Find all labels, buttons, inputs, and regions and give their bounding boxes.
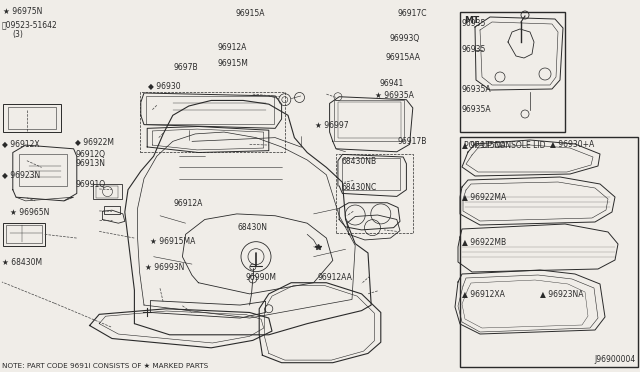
Text: 96935: 96935: [462, 19, 486, 29]
Bar: [146, 96, 274, 124]
Text: 96912Q: 96912Q: [75, 150, 105, 158]
Text: 9697B: 9697B: [173, 64, 198, 73]
Text: 96912A: 96912A: [218, 44, 248, 52]
Text: ★ 96965N: ★ 96965N: [10, 208, 49, 217]
Text: 96917C: 96917C: [398, 10, 428, 19]
Text: ▲ 96922MB: ▲ 96922MB: [462, 237, 506, 247]
Text: 68430NC: 68430NC: [341, 183, 376, 192]
Text: ▲ 96922MA: ▲ 96922MA: [462, 192, 506, 202]
Text: 09523-51642: 09523-51642: [2, 20, 58, 29]
Text: 96941: 96941: [380, 78, 404, 87]
Text: 96935A: 96935A: [462, 106, 492, 115]
Bar: [96, 186, 118, 198]
Bar: [3, 223, 45, 246]
Text: ▲ 96912XA: ▲ 96912XA: [462, 289, 505, 298]
Text: 96912AA: 96912AA: [318, 273, 353, 282]
Text: 96915A: 96915A: [236, 10, 266, 19]
Bar: [140, 92, 285, 152]
Bar: [342, 158, 400, 190]
Text: ★ 96915MA: ★ 96915MA: [150, 237, 195, 246]
Bar: [8, 107, 56, 129]
Text: 96935A: 96935A: [462, 86, 492, 94]
Bar: [6, 225, 42, 243]
Text: ★ 96997: ★ 96997: [315, 121, 349, 129]
Text: ★ 96935A: ★ 96935A: [375, 90, 414, 99]
Text: J96900004: J96900004: [595, 355, 636, 364]
Text: ★ 96975N: ★ 96975N: [3, 6, 42, 16]
Bar: [19, 154, 67, 186]
Bar: [338, 102, 401, 138]
Text: ★ 68430M: ★ 68430M: [2, 257, 42, 266]
Text: ◆ 96930: ◆ 96930: [148, 81, 180, 90]
Text: 96990M: 96990M: [245, 273, 276, 282]
Bar: [93, 184, 122, 199]
Text: NOTE: PART CODE 9691I CONSISTS OF ★ MARKED PARTS
      PART CODE 96921 CONSISTS : NOTE: PART CODE 9691I CONSISTS OF ★ MARK…: [2, 363, 209, 372]
Bar: [460, 137, 638, 367]
Text: ◆ 96922M: ◆ 96922M: [75, 138, 114, 147]
Bar: [334, 100, 404, 141]
Text: (3): (3): [12, 31, 23, 39]
Text: ◆ 96923N: ◆ 96923N: [2, 170, 40, 180]
Text: ▲ 96975NA: ▲ 96975NA: [462, 141, 506, 150]
Text: 96935: 96935: [462, 45, 486, 55]
Text: 96993Q: 96993Q: [390, 33, 420, 42]
Bar: [336, 154, 413, 232]
Text: 96915AA: 96915AA: [385, 54, 420, 62]
Text: 96917B: 96917B: [398, 137, 428, 145]
Text: ▲ 96923NA: ▲ 96923NA: [540, 289, 584, 298]
Bar: [104, 206, 120, 214]
Text: 96912A: 96912A: [173, 199, 202, 208]
Text: ◆ 96912X: ◆ 96912X: [2, 140, 40, 148]
Bar: [460, 12, 565, 132]
Text: MT: MT: [464, 16, 479, 25]
Text: ★ 96993N: ★ 96993N: [145, 263, 184, 272]
Text: 68430NB: 68430NB: [341, 157, 376, 167]
Text: 96915M: 96915M: [218, 60, 249, 68]
Text: POP-UP CONSOLE LID: POP-UP CONSOLE LID: [464, 141, 545, 150]
Bar: [3, 104, 61, 132]
Text: 68430N: 68430N: [238, 224, 268, 232]
Text: 96913N: 96913N: [75, 160, 105, 169]
Text: ▲ 96930+A: ▲ 96930+A: [550, 140, 595, 148]
Text: 96991Q: 96991Q: [75, 180, 105, 189]
